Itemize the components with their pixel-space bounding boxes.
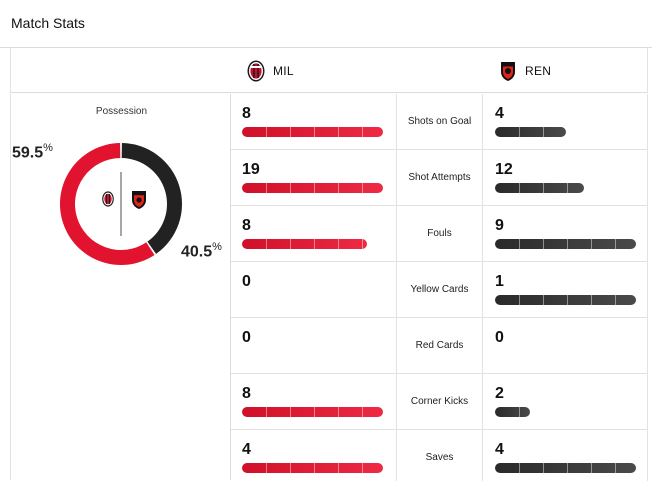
stat-row: 8 Shots on Goal 4 xyxy=(231,94,648,150)
title-divider xyxy=(0,47,652,48)
home-stat-bar xyxy=(242,407,383,417)
away-stat-bar xyxy=(495,463,636,473)
away-stat-cell: 4 xyxy=(483,94,648,150)
possession-panel: Possession 59.5% 40.5% xyxy=(10,94,231,480)
teams-header-row: MIL REN xyxy=(10,48,648,93)
stat-row: 8 Corner Kicks 2 xyxy=(231,374,648,430)
home-stat-bar-track xyxy=(242,295,383,305)
milan-crest-icon xyxy=(247,60,265,82)
away-stat-value: 0 xyxy=(495,329,504,346)
away-team-header: REN xyxy=(499,60,551,82)
away-stat-bar-track xyxy=(495,463,636,473)
home-stat-value: 0 xyxy=(242,273,251,290)
away-stat-value: 4 xyxy=(495,441,504,458)
stat-row: 19 Shot Attempts 12 xyxy=(231,150,648,206)
home-stat-bar-track xyxy=(242,407,383,417)
home-team-header: MIL xyxy=(247,60,294,82)
away-stat-cell: 2 xyxy=(483,374,648,430)
away-stat-value: 2 xyxy=(495,385,504,402)
home-stat-cell: 8 xyxy=(231,94,397,150)
home-stat-bar xyxy=(242,239,367,249)
stat-label: Corner Kicks xyxy=(397,374,483,430)
stat-row: 0 Yellow Cards 1 xyxy=(231,262,648,318)
stat-label: Shot Attempts xyxy=(397,150,483,206)
home-stat-cell: 8 xyxy=(231,206,397,262)
home-stat-value: 8 xyxy=(242,385,251,402)
section-title: Match Stats xyxy=(11,15,85,31)
stats-table: 8 Shots on Goal 4 19 Shot Attempts 12 xyxy=(231,94,648,481)
home-stat-bar-track xyxy=(242,239,383,249)
stat-row: 4 Saves 4 xyxy=(231,430,648,481)
away-stat-cell: 1 xyxy=(483,262,648,318)
rennes-crest-icon xyxy=(132,191,146,209)
home-stat-value: 4 xyxy=(242,441,251,458)
away-stat-bar-track xyxy=(495,127,636,137)
away-stat-cell: 4 xyxy=(483,430,648,481)
away-stat-value: 12 xyxy=(495,161,513,178)
away-stat-value: 1 xyxy=(495,273,504,290)
away-stat-cell: 0 xyxy=(483,318,648,374)
home-possession-arc xyxy=(59,143,155,265)
home-stat-bar-track xyxy=(242,463,383,473)
home-stat-cell: 0 xyxy=(231,318,397,374)
home-stat-bar xyxy=(242,127,383,137)
stat-row: 8 Fouls 9 xyxy=(231,206,648,262)
home-stat-bar xyxy=(242,183,383,193)
away-stat-bar-track xyxy=(495,407,636,417)
away-stat-bar xyxy=(495,295,636,305)
home-stat-cell: 19 xyxy=(231,150,397,206)
home-stat-bar-track xyxy=(242,127,383,137)
stat-label: Saves xyxy=(397,430,483,481)
home-stat-bar-track xyxy=(242,183,383,193)
stat-label: Fouls xyxy=(397,206,483,262)
away-stat-value: 4 xyxy=(495,105,504,122)
stat-label: Yellow Cards xyxy=(397,262,483,318)
home-stat-value: 8 xyxy=(242,105,251,122)
away-stat-cell: 12 xyxy=(483,150,648,206)
away-team-abbr: REN xyxy=(525,64,552,78)
away-stat-bar-track xyxy=(495,239,636,249)
possession-label: Possession xyxy=(95,106,148,117)
home-stat-value: 0 xyxy=(242,329,251,346)
stat-label: Shots on Goal xyxy=(397,94,483,150)
away-stat-bar-track xyxy=(495,295,636,305)
stat-row: 0 Red Cards 0 xyxy=(231,318,648,374)
away-stat-bar xyxy=(495,183,584,193)
away-stat-bar xyxy=(495,127,566,137)
home-stat-bar xyxy=(242,463,383,473)
away-stat-cell: 9 xyxy=(483,206,648,262)
away-stat-value: 9 xyxy=(495,217,504,234)
possession-donut-chart xyxy=(59,143,182,265)
away-stat-bar xyxy=(495,239,636,249)
home-stat-bar-track xyxy=(242,351,383,361)
away-stat-bar-track xyxy=(495,183,636,193)
home-possession-value: 59.5% xyxy=(12,142,53,162)
home-stat-cell: 4 xyxy=(231,430,397,481)
away-stat-bar xyxy=(495,407,530,417)
away-stat-bar-track xyxy=(495,351,636,361)
stat-label: Red Cards xyxy=(397,318,483,374)
milan-crest-icon xyxy=(102,191,114,207)
away-possession-value: 40.5% xyxy=(181,241,222,261)
rennes-crest-icon xyxy=(499,60,517,82)
away-possession-arc xyxy=(121,143,182,254)
home-stat-value: 19 xyxy=(242,161,260,178)
home-stat-value: 8 xyxy=(242,217,251,234)
home-stat-cell: 8 xyxy=(231,374,397,430)
home-team-abbr: MIL xyxy=(273,64,294,78)
home-stat-cell: 0 xyxy=(231,262,397,318)
